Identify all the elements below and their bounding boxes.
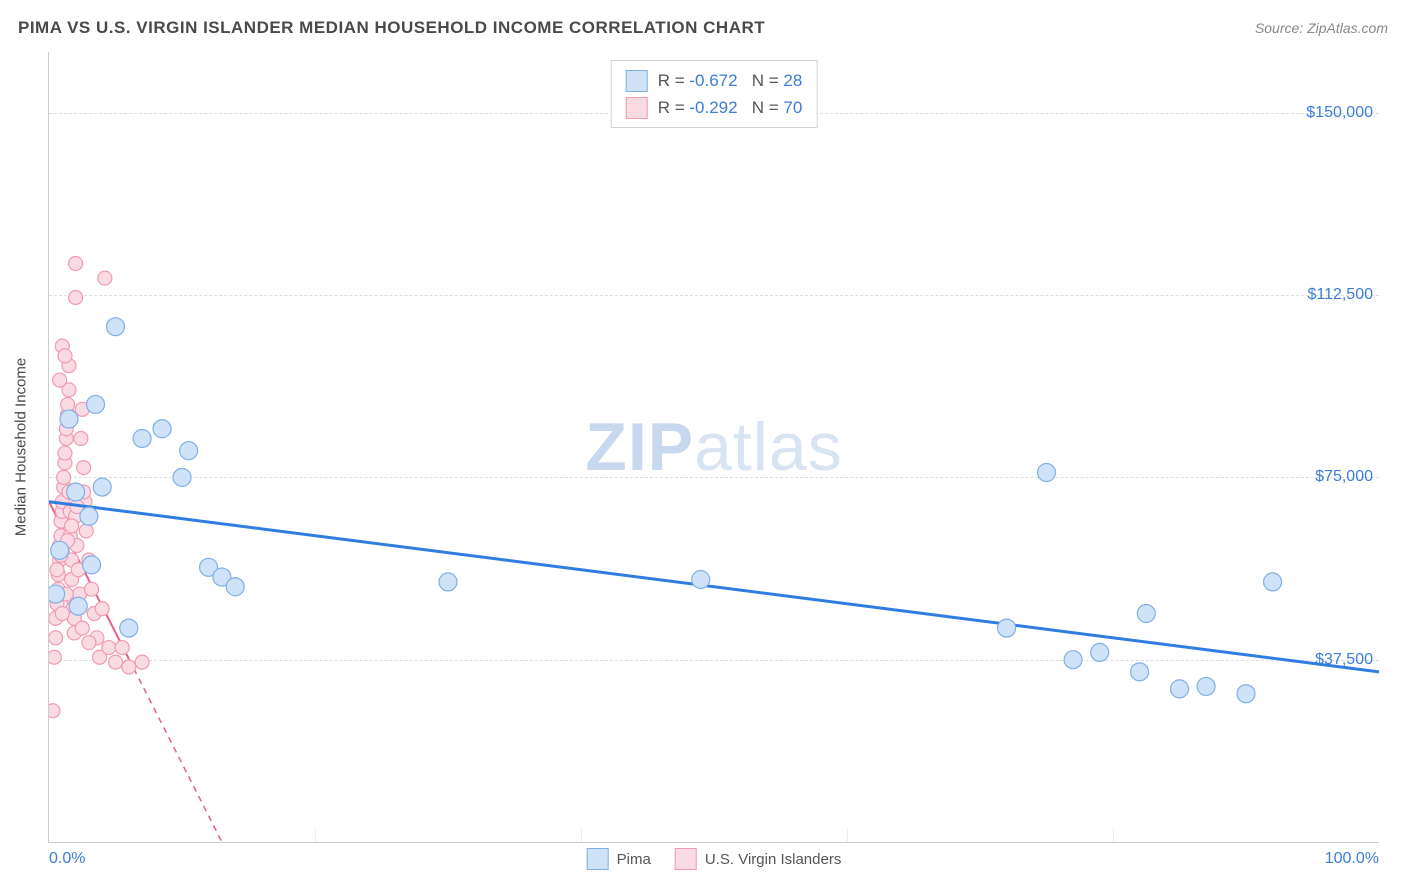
- correlation-stats-box: R = -0.672 N = 28 R = -0.292 N = 70: [611, 60, 818, 128]
- legend-swatch: [675, 848, 697, 870]
- y-axis-title: Median Household Income: [13, 358, 30, 536]
- data-point: [95, 602, 109, 616]
- data-point: [50, 563, 64, 577]
- data-point: [51, 541, 69, 559]
- legend-swatch: [587, 848, 609, 870]
- data-point: [61, 397, 75, 411]
- data-point: [153, 420, 171, 438]
- data-point: [115, 641, 129, 655]
- data-point: [75, 621, 89, 635]
- data-point: [55, 607, 69, 621]
- legend-item: Pima: [587, 848, 651, 870]
- data-point: [998, 619, 1016, 637]
- data-point: [102, 641, 116, 655]
- data-point: [53, 373, 67, 387]
- data-point: [180, 442, 198, 460]
- x-max-label: 100.0%: [1325, 850, 1379, 868]
- data-point: [85, 582, 99, 596]
- legend-item: U.S. Virgin Islanders: [675, 848, 841, 870]
- data-point: [1091, 643, 1109, 661]
- data-point: [87, 395, 105, 413]
- data-point: [49, 704, 60, 718]
- data-point: [133, 429, 151, 447]
- data-point: [69, 291, 83, 305]
- scatter-svg: [49, 52, 1379, 842]
- data-point: [135, 655, 149, 669]
- data-point: [69, 597, 87, 615]
- data-point: [82, 636, 96, 650]
- data-point: [107, 318, 125, 336]
- data-point: [122, 660, 136, 674]
- data-point: [692, 570, 710, 588]
- data-point: [1137, 605, 1155, 623]
- data-point: [57, 470, 71, 484]
- swatch-pima: [626, 70, 648, 92]
- data-point: [77, 461, 91, 475]
- data-point: [74, 431, 88, 445]
- data-point: [1197, 677, 1215, 695]
- data-point: [439, 573, 457, 591]
- data-point: [1038, 464, 1056, 482]
- legend-label: U.S. Virgin Islanders: [705, 851, 841, 868]
- stats-row-usvi: R = -0.292 N = 70: [626, 94, 803, 121]
- data-point: [1264, 573, 1282, 591]
- data-point: [58, 446, 72, 460]
- stats-row-pima: R = -0.672 N = 28: [626, 67, 803, 94]
- data-point: [1064, 651, 1082, 669]
- data-point: [65, 519, 79, 533]
- data-point: [173, 468, 191, 486]
- data-point: [69, 256, 83, 270]
- swatch-usvi: [626, 97, 648, 119]
- data-point: [109, 655, 123, 669]
- data-point: [80, 507, 98, 525]
- legend: Pima U.S. Virgin Islanders: [587, 848, 842, 870]
- data-point: [67, 483, 85, 501]
- data-point: [98, 271, 112, 285]
- data-point: [58, 349, 72, 363]
- data-point: [83, 556, 101, 574]
- data-point: [226, 578, 244, 596]
- data-point: [79, 524, 93, 538]
- data-point: [49, 650, 61, 664]
- chart-plot-area: Median Household Income ZIPatlas $37,500…: [48, 52, 1379, 843]
- data-point: [49, 631, 63, 645]
- legend-label: Pima: [617, 851, 651, 868]
- x-min-label: 0.0%: [49, 850, 85, 868]
- data-point: [1237, 685, 1255, 703]
- data-point: [1171, 680, 1189, 698]
- chart-source: Source: ZipAtlas.com: [1255, 20, 1388, 36]
- chart-title: PIMA VS U.S. VIRGIN ISLANDER MEDIAN HOUS…: [18, 18, 765, 38]
- data-point: [60, 410, 78, 428]
- data-point: [120, 619, 138, 637]
- data-point: [93, 478, 111, 496]
- data-point: [1131, 663, 1149, 681]
- data-point: [49, 585, 65, 603]
